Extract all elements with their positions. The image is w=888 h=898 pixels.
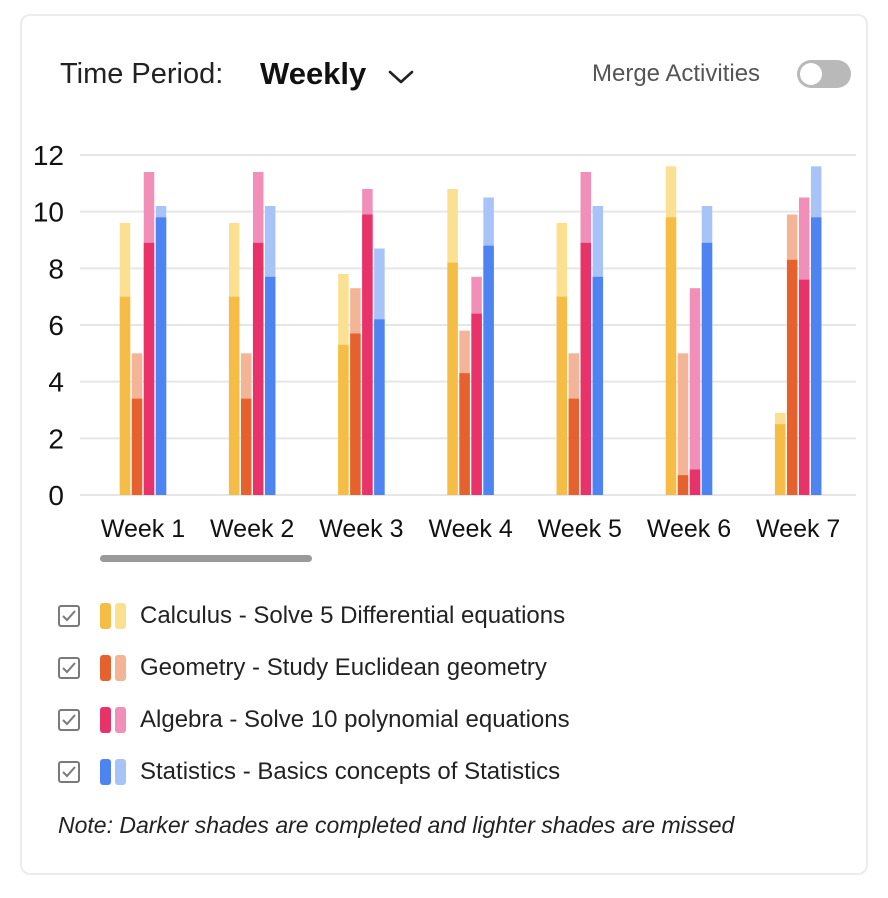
checkbox[interactable]	[58, 605, 80, 627]
bar-completed[interactable]	[677, 475, 689, 495]
bar-completed[interactable]	[665, 217, 677, 496]
bar-chart: 0 2 4 6 8 10 12 Week 1 Week 2 Week 3 Week 4 Week 5…	[33, 140, 856, 543]
swatch-completed	[100, 707, 111, 733]
bar-completed[interactable]	[350, 333, 361, 496]
merge-activities-label: Merge Activities	[592, 60, 761, 87]
bar-completed[interactable]	[252, 242, 264, 495]
legend-item-calculus[interactable]: Calculus - Solve 5 Differential equation…	[58, 590, 570, 642]
bar-completed[interactable]	[143, 242, 155, 495]
bar-missed[interactable]	[689, 288, 701, 495]
merge-activities-toggle[interactable]	[797, 60, 851, 88]
bar-completed[interactable]	[338, 344, 349, 495]
checkbox[interactable]	[58, 709, 80, 731]
bar-completed[interactable]	[119, 296, 131, 495]
swatch-completed	[100, 655, 111, 681]
legend-label: Calculus - Solve 5 Differential equation…	[140, 602, 566, 629]
chevron-down-icon[interactable]	[386, 62, 416, 92]
y-tick-label: 2	[48, 423, 64, 454]
bar-completed[interactable]	[459, 373, 470, 495]
bar-completed[interactable]	[471, 313, 482, 495]
swatch-completed	[100, 603, 111, 629]
bar-completed[interactable]	[701, 242, 713, 495]
time-period-label: Time Period:	[60, 58, 224, 90]
y-tick-label: 0	[48, 480, 64, 511]
x-axis-ticks: Week 1 Week 2 Week 3 Week 4 Week 5 Week 6 Week…	[101, 515, 841, 543]
bar-completed[interactable]	[155, 217, 167, 496]
legend-item-statistics[interactable]: Statistics - Basics concepts of Statisti…	[58, 746, 570, 798]
x-tick-label: Week 7	[756, 515, 840, 543]
bar-completed[interactable]	[240, 398, 252, 495]
legend: Calculus - Solve 5 Differential equation…	[58, 590, 570, 798]
bar-completed[interactable]	[810, 217, 822, 496]
chart-note: Note: Darker shades are completed and li…	[58, 812, 735, 838]
bar-completed[interactable]	[689, 469, 701, 496]
bar-completed[interactable]	[580, 242, 592, 495]
bar-completed[interactable]	[568, 398, 580, 495]
y-tick-label: 10	[33, 197, 64, 228]
bar-completed[interactable]	[798, 279, 810, 495]
x-tick-label: Week 2	[210, 515, 294, 543]
x-tick-label: Week 3	[319, 515, 403, 543]
y-axis-ticks: 0 2 4 6 8 10 12	[33, 140, 64, 511]
bar-completed[interactable]	[374, 319, 385, 495]
swatch-completed	[100, 759, 111, 785]
bar-completed[interactable]	[447, 262, 458, 495]
bar-completed[interactable]	[483, 245, 494, 495]
legend-label: Statistics - Basics concepts of Statisti…	[140, 758, 561, 785]
x-tick-label: Week 5	[538, 515, 622, 543]
bar-completed[interactable]	[228, 296, 240, 495]
swatch-missed	[115, 707, 126, 733]
checkbox[interactable]	[58, 657, 80, 679]
time-period-dropdown[interactable]: Weekly	[260, 56, 367, 91]
bars	[119, 166, 822, 496]
bar-completed[interactable]	[264, 276, 276, 495]
legend-label: Geometry - Study Euclidean geometry	[140, 654, 547, 681]
y-tick-label: 8	[48, 253, 64, 284]
swatch-missed	[115, 655, 126, 681]
horizontal-scrollbar[interactable]	[100, 555, 312, 562]
legend-item-geometry[interactable]: Geometry - Study Euclidean geometry	[58, 642, 570, 694]
bar-completed[interactable]	[362, 214, 373, 496]
bar-completed[interactable]	[786, 259, 798, 495]
bar-completed[interactable]	[774, 424, 786, 495]
bar-completed[interactable]	[131, 398, 143, 495]
y-tick-label: 6	[48, 310, 64, 341]
toggle-knob	[800, 63, 822, 85]
bar-missed[interactable]	[677, 353, 689, 495]
checkbox[interactable]	[58, 761, 80, 783]
swatch-missed	[115, 759, 126, 785]
x-tick-label: Week 6	[647, 515, 731, 543]
y-tick-label: 12	[33, 140, 64, 171]
x-tick-label: Week 1	[101, 515, 185, 543]
legend-label: Algebra - Solve 10 polynomial equations	[140, 706, 570, 733]
bar-completed[interactable]	[556, 296, 568, 495]
y-tick-label: 4	[48, 367, 64, 398]
legend-item-algebra[interactable]: Algebra - Solve 10 polynomial equations	[58, 694, 570, 746]
bar-completed[interactable]	[592, 276, 604, 495]
swatch-missed	[115, 603, 126, 629]
x-tick-label: Week 4	[428, 515, 512, 543]
